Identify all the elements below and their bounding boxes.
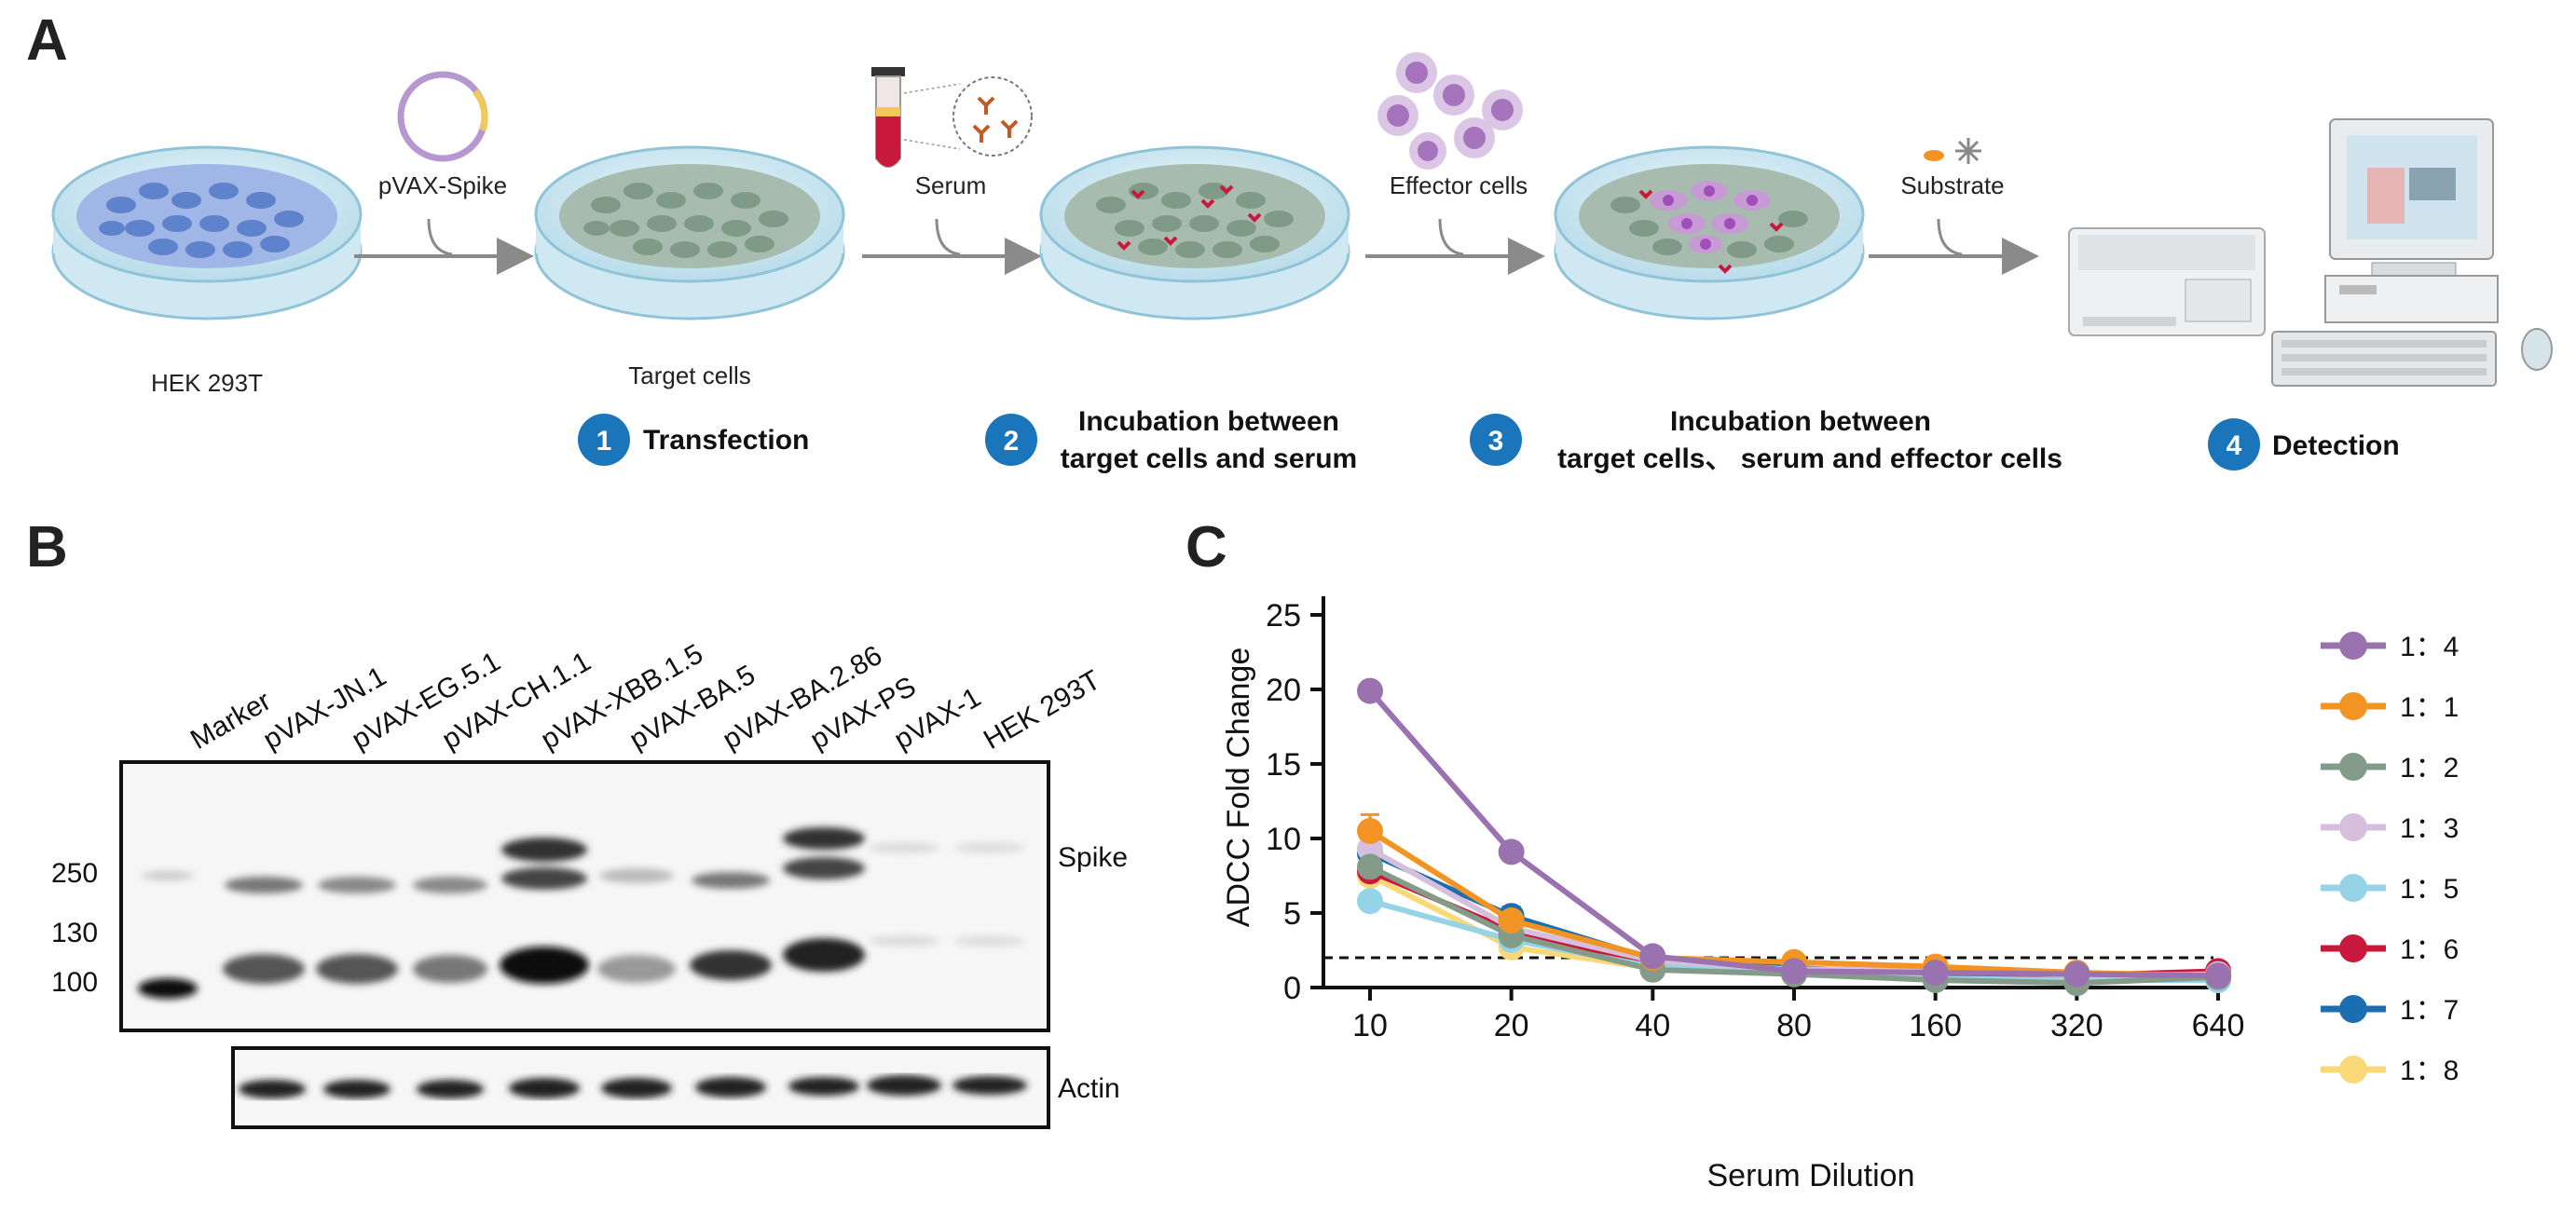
point-1-1 xyxy=(1498,838,1525,865)
step-3-number: 3 xyxy=(1488,426,1504,457)
x-tick-label-80: 80 xyxy=(1776,1008,1812,1043)
arrow-label-plasmid: pVAX-Spike xyxy=(378,171,507,199)
point-1-2 xyxy=(1639,943,1666,970)
step-4-number: 4 xyxy=(2227,430,2242,461)
point-2-1 xyxy=(1498,907,1525,934)
legend-marker-6 xyxy=(2339,934,2367,962)
legend-label-3: 1：2 xyxy=(2400,753,2459,784)
x-tick-label-10: 10 xyxy=(1352,1008,1388,1043)
dish-label-target: Target cells xyxy=(628,361,751,389)
legend-marker-7 xyxy=(2339,995,2367,1023)
y-axis-label: ADCC Fold Change xyxy=(1221,647,1256,927)
panel-a-workflow: HEK 293T pVAX-Spike Target cells xyxy=(51,52,2553,474)
lane-label-hek: HEK 293T xyxy=(979,664,1105,756)
arrow-label-serum: Serum xyxy=(915,171,987,199)
series-line-1 xyxy=(1367,688,2219,979)
legend-marker-3 xyxy=(2339,753,2367,781)
step-2-title-line2: target cells and serum xyxy=(1061,443,1357,474)
marker-100: 100 xyxy=(51,967,98,998)
legend-marker-8 xyxy=(2339,1056,2367,1084)
step-1: 1 Transfection xyxy=(578,414,809,466)
legend-marker-2 xyxy=(2339,692,2367,720)
dish-label-hek: HEK 293T xyxy=(151,369,263,397)
legend-label-7: 1：7 xyxy=(2400,995,2459,1026)
step-1-number: 1 xyxy=(596,426,612,457)
x-tick-label-40: 40 xyxy=(1635,1008,1670,1043)
step-2-number: 2 xyxy=(1004,426,1020,457)
dish-target-cells xyxy=(534,145,845,320)
step-3-title-line2: target cells、 serum and effector cells xyxy=(1557,443,2062,474)
x-tick-label-20: 20 xyxy=(1494,1008,1529,1043)
step-3: 3 Incubation between target cells、 serum… xyxy=(1470,406,2062,474)
legend-marker-4 xyxy=(2339,813,2367,841)
y-tick-label-20: 20 xyxy=(1266,673,1301,708)
effector-cells-icon xyxy=(1377,52,1523,170)
panel-c-letter: C xyxy=(1185,515,1227,579)
blot-label-actin: Actin xyxy=(1058,1073,1120,1104)
lane-labels: Marker pVAX-JN.1 pVAX-EG.5.1 pVAX-CH.1.1… xyxy=(185,638,1105,756)
marker-130: 130 xyxy=(51,918,98,948)
point-5-0 xyxy=(1357,888,1383,915)
y-tick-label-10: 10 xyxy=(1266,822,1301,857)
lane-label-marker: Marker xyxy=(185,686,276,756)
blot-label-spike: Spike xyxy=(1058,842,1128,873)
point-4-0 xyxy=(1357,836,1383,863)
legend-marker-5 xyxy=(2339,874,2367,902)
actin-blot xyxy=(231,1046,1050,1129)
step-4: 4 Detection xyxy=(2208,418,2400,470)
plate-reader-icon xyxy=(2068,227,2266,336)
step-1-title: Transfection xyxy=(643,425,809,456)
y-tick-label-25: 25 xyxy=(1266,598,1301,634)
y-tick-label-0: 0 xyxy=(1283,971,1301,1006)
x-tick-label-160: 160 xyxy=(1909,1008,1962,1043)
dish-target-serum-effector xyxy=(1554,145,1865,320)
arrow-3 xyxy=(1365,218,1545,275)
marker-sizes: 250 130 100 xyxy=(51,858,98,998)
step-2: 2 Incubation between target cells and se… xyxy=(985,406,1357,474)
panel-b-western-blot: Marker pVAX-JN.1 pVAX-EG.5.1 pVAX-CH.1.1… xyxy=(51,638,1128,1129)
legend-label-2: 1：1 xyxy=(2400,692,2459,723)
panel-a-letter: A xyxy=(26,8,68,73)
substrate-icon xyxy=(1924,138,1981,164)
legend-label-6: 1：6 xyxy=(2400,934,2459,965)
legend-label-1: 1：4 xyxy=(2400,632,2459,662)
legend-marker-1 xyxy=(2339,632,2367,660)
legend-label-5: 1：5 xyxy=(2400,874,2459,905)
step-2-title-line1: Incubation between xyxy=(1078,406,1339,437)
panel-b-letter: B xyxy=(26,515,68,579)
arrow-label-effector: Effector cells xyxy=(1390,171,1528,199)
x-tick-label-640: 640 xyxy=(2192,1008,2245,1043)
marker-250: 250 xyxy=(51,858,98,889)
legend-label-8: 1：8 xyxy=(2400,1056,2459,1086)
serum-tube-icon xyxy=(871,67,1033,168)
point-1-3 xyxy=(1781,958,1807,985)
computer-icon xyxy=(2271,118,2553,387)
arrow-4 xyxy=(1869,218,2039,275)
step-3-title-line1: Incubation between xyxy=(1670,406,1931,437)
dish-hek293t xyxy=(51,145,363,320)
legend-label-4: 1：3 xyxy=(2400,813,2459,844)
point-1-4 xyxy=(1922,960,1949,986)
point-3-0 xyxy=(1357,853,1383,880)
arrow-label-substrate: Substrate xyxy=(1900,171,2004,199)
point-1-6 xyxy=(2205,962,2231,989)
lane-label-eg51: pVAX-EG.5.1 xyxy=(347,647,506,756)
point-1-5 xyxy=(2063,961,2090,988)
x-axis-label: Serum Dilution xyxy=(1707,1158,1915,1193)
arrow-1 xyxy=(354,218,534,275)
arrow-2 xyxy=(862,218,1042,275)
y-tick-label-15: 15 xyxy=(1266,747,1301,783)
spike-blot xyxy=(119,760,1050,1032)
point-2-0 xyxy=(1357,818,1383,844)
step-4-title: Detection xyxy=(2272,430,2400,461)
panel-c-chart: ADCC Fold Change Serum Dilution 0 5 10 15 20… xyxy=(1221,596,2459,1193)
plasmid-icon xyxy=(397,71,488,162)
y-tick-label-5: 5 xyxy=(1283,896,1301,932)
x-tick-label-320: 320 xyxy=(2050,1008,2103,1043)
point-1-0 xyxy=(1357,677,1383,704)
dish-target-serum xyxy=(1039,145,1350,320)
